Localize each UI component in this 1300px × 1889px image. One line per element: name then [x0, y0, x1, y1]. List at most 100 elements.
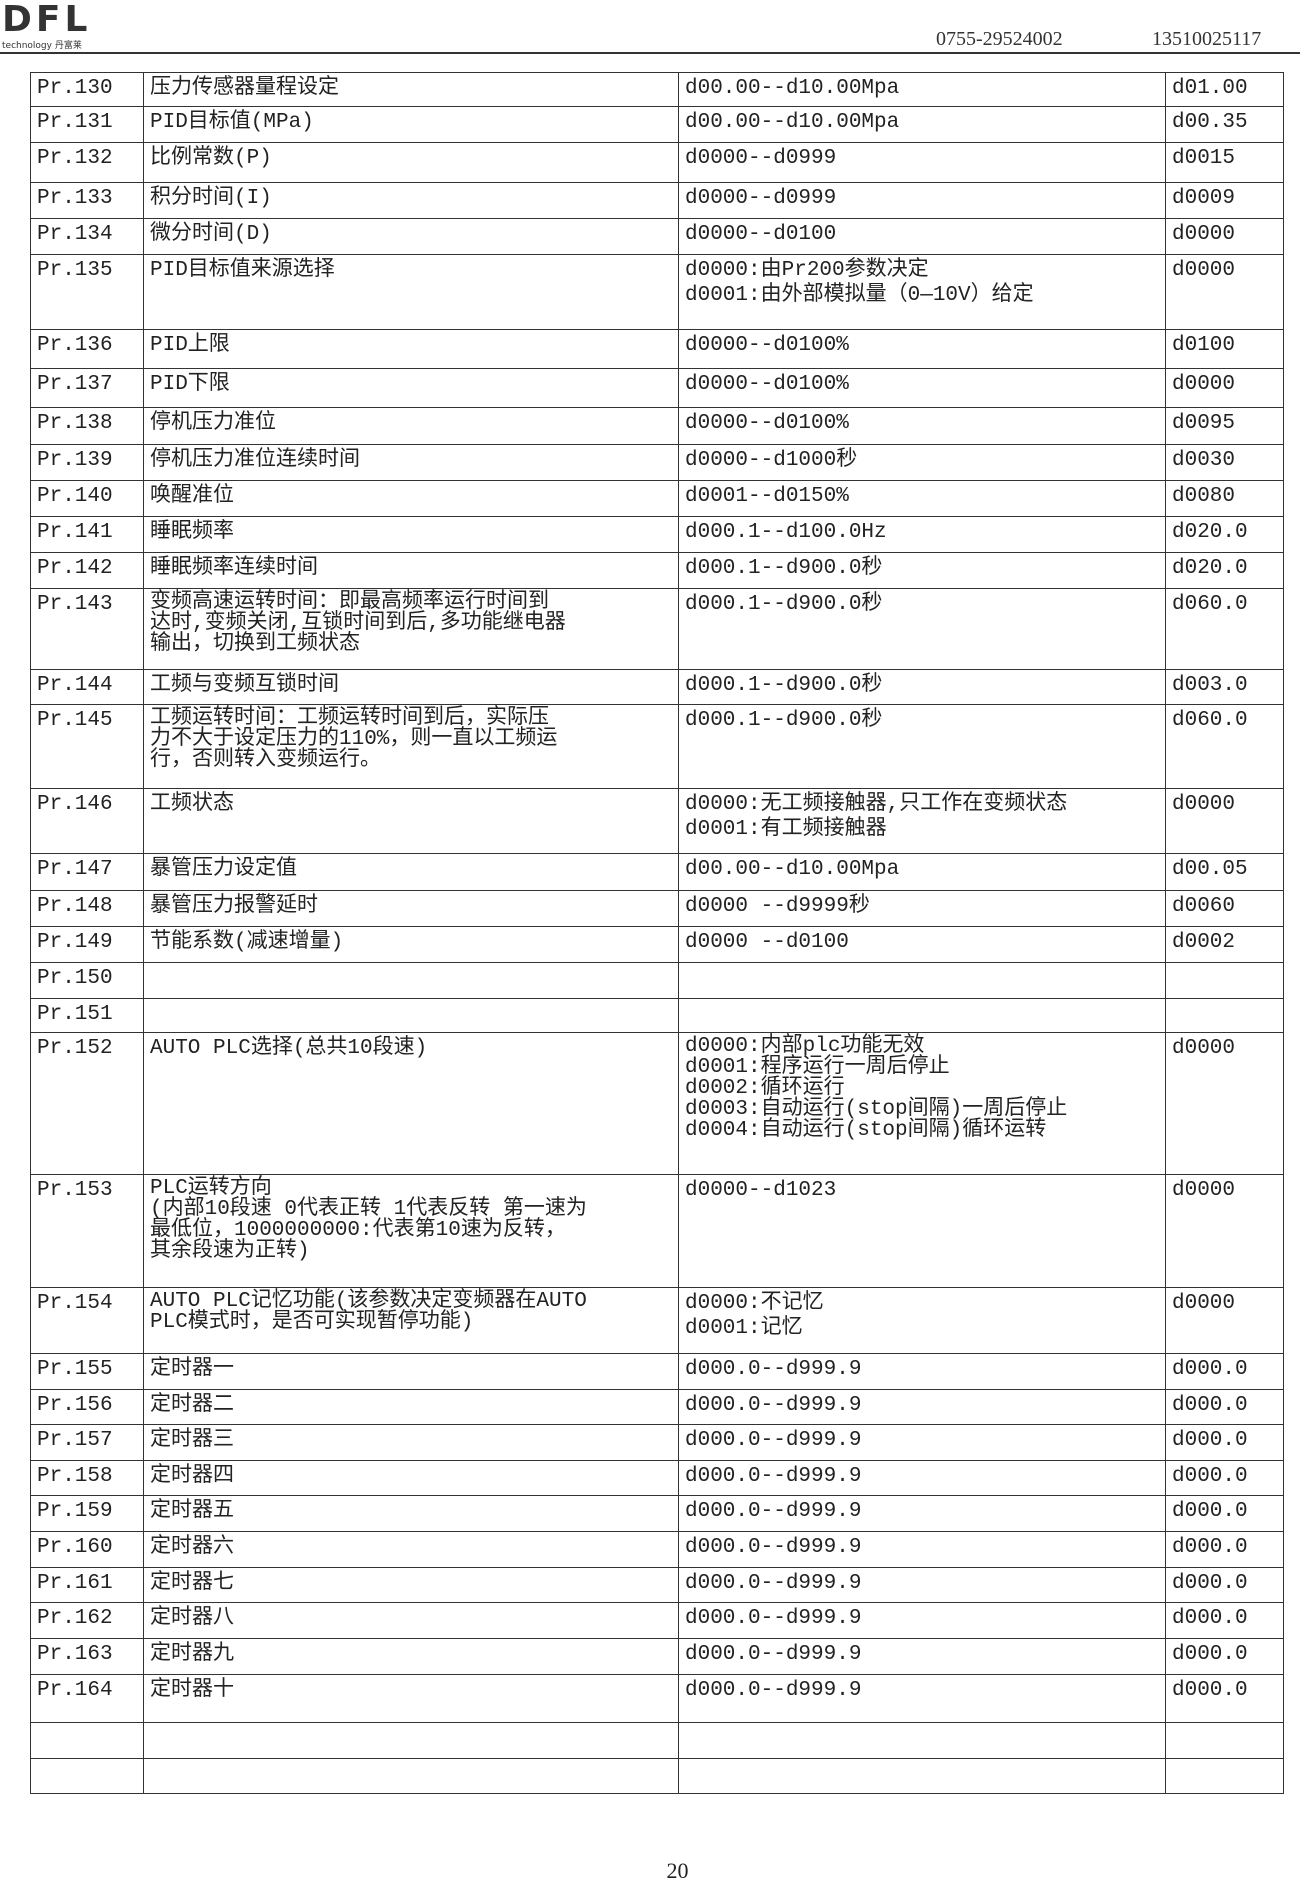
param-name: 定时器一 — [143, 1353, 679, 1390]
param-name: 暴管压力报警延时 — [143, 890, 679, 927]
param-code: Pr.138 — [30, 407, 144, 445]
param-name: 停机压力准位 — [143, 407, 679, 445]
param-default: d060.0 — [1165, 704, 1284, 789]
param-code: Pr.130 — [30, 72, 144, 107]
param-default: d000.0 — [1165, 1353, 1284, 1390]
param-default: d01.00 — [1165, 72, 1284, 107]
param-range: d000.1--d900.0秒 — [678, 588, 1166, 670]
param-range: d0000--d0100 — [678, 218, 1166, 255]
table-row: Pr.132 比例常数(P) d0000--d0999 d0015 — [30, 142, 1284, 183]
param-name: 比例常数(P) — [143, 142, 679, 183]
param-code: Pr.147 — [30, 853, 144, 891]
param-code: Pr.162 — [30, 1602, 144, 1639]
param-range — [678, 998, 1166, 1033]
table-row: Pr.162 定时器八 d000.0--d999.9 d000.0 — [30, 1602, 1284, 1639]
table-row: Pr.133 积分时间(I) d0000--d0999 d0009 — [30, 182, 1284, 219]
param-name: 定时器十 — [143, 1674, 679, 1723]
table-row: Pr.142 睡眠频率连续时间 d000.1--d900.0秒 d020.0 — [30, 552, 1284, 589]
param-default: d000.0 — [1165, 1389, 1284, 1425]
param-name: PLC运转方向 (内部10段速 0代表正转 1代表反转 第一速为 最低位，100… — [143, 1174, 679, 1288]
table-row: Pr.139 停机压力准位连续时间 d0000--d1000秒 d0030 — [30, 444, 1284, 481]
param-code: Pr.152 — [30, 1032, 144, 1175]
param-default: d00.05 — [1165, 853, 1284, 891]
table-row: Pr.144 工频与变频互锁时间 d000.1--d900.0秒 d003.0 — [30, 669, 1284, 705]
table-row: Pr.135 PID目标值来源选择 d0000:由Pr200参数决定 d0001:由… — [30, 254, 1284, 330]
param-code: Pr.136 — [30, 329, 144, 369]
param-range: d0000:由Pr200参数决定 d0001:由外部模拟量（0—10V）给定 — [678, 254, 1166, 330]
param-range: d0000 --d0100 — [678, 926, 1166, 963]
param-code: Pr.145 — [30, 704, 144, 789]
table-row: Pr.149 节能系数(减速增量) d0000 --d0100 d0002 — [30, 926, 1284, 963]
param-range: d000.1--d100.0Hz — [678, 516, 1166, 553]
param-name: 定时器三 — [143, 1424, 679, 1461]
param-default: d0000 — [1165, 788, 1284, 854]
param-code: Pr.151 — [30, 998, 144, 1033]
param-default: d0000 — [1165, 368, 1284, 408]
param-default: d000.0 — [1165, 1638, 1284, 1675]
table-row: Pr.161 定时器七 d000.0--d999.9 d000.0 — [30, 1567, 1284, 1603]
param-code: Pr.135 — [30, 254, 144, 330]
param-range: d0000--d0100% — [678, 368, 1166, 408]
table-row: Pr.155 定时器一 d000.0--d999.9 d000.0 — [30, 1353, 1284, 1390]
param-name: 工频状态 — [143, 788, 679, 854]
param-code: Pr.153 — [30, 1174, 144, 1288]
param-default: d0002 — [1165, 926, 1284, 963]
param-default: d0000 — [1165, 1174, 1284, 1288]
param-code: Pr.148 — [30, 890, 144, 927]
param-default: d0000 — [1165, 218, 1284, 255]
table-row: Pr.148 暴管压力报警延时 d0000 --d9999秒 d0060 — [30, 890, 1284, 927]
parameter-table: Pr.130 压力传感器量程设定 d00.00--d10.00Mpa d01.00 Pr… — [30, 72, 1284, 1794]
param-range: d0001--d0150% — [678, 480, 1166, 517]
param-range — [678, 962, 1166, 999]
param-name: 压力传感器量程设定 — [143, 72, 679, 107]
table-row: Pr.147 暴管压力设定值 d00.00--d10.00Mpa d00.05 — [30, 853, 1284, 891]
param-default: d0095 — [1165, 407, 1284, 445]
param-range: d00.00--d10.00Mpa — [678, 72, 1166, 107]
param-code: Pr.160 — [30, 1531, 144, 1568]
table-row: Pr.160 定时器六 d000.0--d999.9 d000.0 — [30, 1531, 1284, 1568]
param-range: d000.0--d999.9 — [678, 1674, 1166, 1723]
table-row: Pr.130 压力传感器量程设定 d00.00--d10.00Mpa d01.00 — [30, 72, 1284, 107]
param-name: 工频运转时间：工频运转时间到后，实际压 力不大于设定压力的110%，则一直以工频… — [143, 704, 679, 789]
param-range: d000.0--d999.9 — [678, 1460, 1166, 1496]
param-code: Pr.150 — [30, 962, 144, 999]
param-default — [1165, 998, 1284, 1033]
param-range: d000.0--d999.9 — [678, 1353, 1166, 1390]
param-range: d000.1--d900.0秒 — [678, 669, 1166, 705]
param-name: 暴管压力设定值 — [143, 853, 679, 891]
param-name — [143, 962, 679, 999]
param-range: d000.1--d900.0秒 — [678, 552, 1166, 589]
param-code: Pr.159 — [30, 1495, 144, 1532]
param-range: d000.0--d999.9 — [678, 1389, 1166, 1425]
param-default: d0009 — [1165, 182, 1284, 219]
param-range: d0000--d0100% — [678, 329, 1166, 369]
param-name: 定时器五 — [143, 1495, 679, 1532]
param-name: 节能系数(减速增量) — [143, 926, 679, 963]
param-default: d020.0 — [1165, 516, 1284, 553]
param-code — [30, 1722, 144, 1759]
param-range — [678, 1758, 1166, 1794]
table-row: Pr.164 定时器十 d000.0--d999.9 d000.0 — [30, 1674, 1284, 1723]
param-name: 定时器二 — [143, 1389, 679, 1425]
company-logo: DFL technology 丹富莱 — [2, 2, 102, 52]
param-default — [1165, 1722, 1284, 1759]
param-code: Pr.137 — [30, 368, 144, 408]
table-row: Pr.154 AUTO PLC记忆功能(该参数决定变频器在AUTO PLC模式时，… — [30, 1287, 1284, 1354]
param-code: Pr.142 — [30, 552, 144, 589]
table-row: Pr.134 微分时间(D) d0000--d0100 d0000 — [30, 218, 1284, 255]
table-row: Pr.152 AUTO PLC选择(总共10段速) d0000:内部plc功能无效 … — [30, 1032, 1284, 1175]
param-range: d000.0--d999.9 — [678, 1531, 1166, 1568]
param-range: d000.0--d999.9 — [678, 1424, 1166, 1461]
param-default: d020.0 — [1165, 552, 1284, 589]
param-name: 定时器七 — [143, 1567, 679, 1603]
param-range: d00.00--d10.00Mpa — [678, 106, 1166, 143]
param-range: d0000:无工频接触器,只工作在变频状态 d0001:有工频接触器 — [678, 788, 1166, 854]
param-name: 唤醒准位 — [143, 480, 679, 517]
table-row: Pr.131 PID目标值(MPa) d00.00--d10.00Mpa d00.35 — [30, 106, 1284, 143]
param-default: d0015 — [1165, 142, 1284, 183]
param-range: d000.0--d999.9 — [678, 1495, 1166, 1532]
param-code: Pr.132 — [30, 142, 144, 183]
param-code: Pr.155 — [30, 1353, 144, 1390]
param-name: 定时器八 — [143, 1602, 679, 1639]
